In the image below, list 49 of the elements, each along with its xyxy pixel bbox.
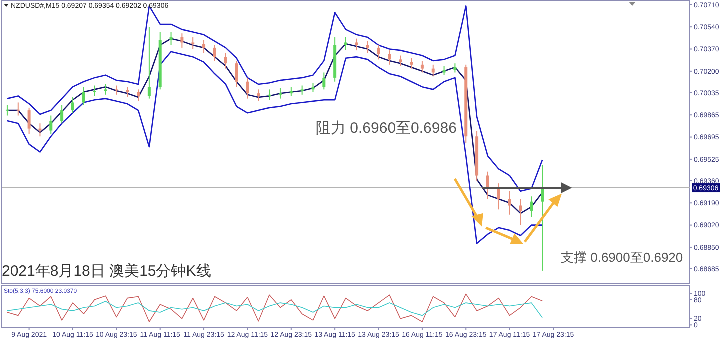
candlestick (257, 89, 260, 102)
candlestick (82, 86, 86, 106)
candlestick (312, 82, 315, 93)
candlestick (115, 85, 118, 96)
candlestick (60, 104, 64, 124)
candlestick (410, 58, 414, 70)
candlestick (6, 104, 9, 116)
candlestick (355, 38, 358, 52)
candlestick (399, 55, 402, 67)
candlestick (192, 37, 195, 50)
candlestick (202, 40, 206, 54)
candlestick (420, 60, 424, 74)
candlestick (235, 60, 238, 88)
candlestick (366, 40, 370, 54)
candlestick (246, 77, 250, 100)
annotation: 阻力 0.6960至0.6986 (316, 120, 457, 137)
candlestick (454, 63, 457, 74)
candlestick (126, 86, 130, 98)
candlestick (497, 183, 500, 210)
candlestick (93, 85, 96, 97)
line-series (7, 294, 543, 322)
candlestick (442, 66, 446, 76)
annotation: 2021年8月18日 澳美15分钟K线 (2, 263, 212, 280)
candlestick (530, 196, 534, 218)
candlestick (388, 50, 392, 66)
annotation: 支撑 0.6900至0.6920 (561, 250, 684, 265)
line-series (6, 38, 544, 214)
candlestick (28, 107, 31, 135)
candlestick (508, 190, 512, 216)
candlestick (38, 123, 42, 138)
candlestick (290, 86, 293, 97)
candlestick (213, 44, 216, 62)
candlestick (344, 37, 348, 52)
candlestick (180, 33, 184, 48)
candlestick (50, 115, 53, 135)
candlestick (377, 44, 380, 60)
line-series (7, 301, 543, 318)
candlestick (541, 164, 544, 272)
candlestick (71, 97, 74, 114)
line-series (6, 51, 544, 244)
candlestick (300, 85, 304, 96)
candlestick (278, 88, 282, 100)
candlestick (170, 32, 173, 46)
candlestick (104, 84, 108, 96)
candlestick (322, 72, 326, 90)
candlestick (16, 102, 20, 116)
candlestick (519, 198, 522, 226)
candlestick (224, 52, 228, 70)
candlestick (148, 26, 151, 100)
